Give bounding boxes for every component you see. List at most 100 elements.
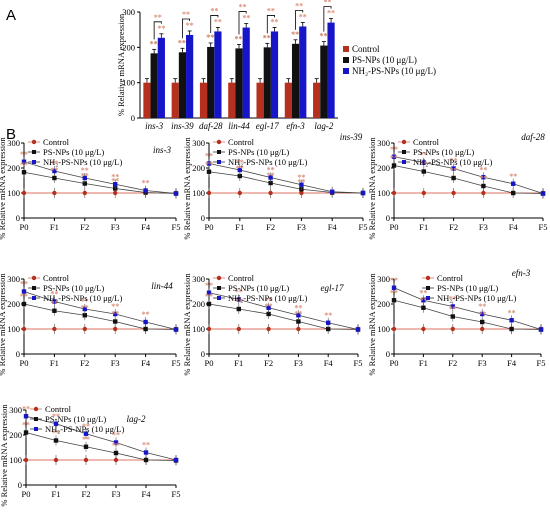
point-nh2	[540, 191, 546, 196]
legend-marker-ps	[426, 286, 430, 290]
point-control	[296, 326, 301, 332]
y-axis-title: % Relative mRNA expression	[0, 273, 7, 376]
line-chart-lag-2: 0 100 200 300 P0 F1 F2 F3 F4 F5 % Relative mRNA ex…	[0, 404, 180, 507]
legend-label-control: Control	[45, 404, 72, 414]
y-tick-label: 200	[377, 299, 390, 309]
x-tick-label: P0	[22, 489, 31, 499]
significance-stars: **	[270, 17, 278, 26]
significance-stars: **	[479, 174, 487, 183]
point-nh2	[480, 311, 485, 317]
y-tick-label: 0	[18, 480, 22, 490]
significance-stars: **	[319, 32, 327, 41]
point-control	[21, 326, 27, 332]
legend-label-control: Control	[43, 273, 70, 283]
point-nh2	[143, 450, 149, 455]
series-line-nh2	[23, 161, 177, 194]
bar-ps-ins-39	[178, 52, 187, 118]
legend-label-control: Control	[228, 273, 255, 283]
significance-stars: **	[323, 0, 331, 7]
significance-stars: **	[297, 173, 305, 182]
significance-stars: **	[299, 12, 307, 21]
x-tick-label: F4	[509, 222, 519, 232]
legend-marker-ps	[32, 286, 36, 290]
point-nh2	[113, 182, 118, 187]
x-tick-label: F3	[297, 222, 306, 232]
legend-label-nh2: NH₂-PS-NPs (10 μg/L)	[228, 157, 307, 167]
significance-stars: **	[236, 158, 244, 167]
significance-stars: **	[81, 303, 89, 312]
significance-stars: **	[478, 310, 486, 319]
legend-marker-control	[33, 406, 39, 412]
significance-stars: **	[20, 160, 28, 169]
legend-label-nh2: NH₂-PS-NPs (10 μg/L)	[43, 157, 122, 167]
point-control	[236, 326, 241, 332]
series-line-ps	[23, 303, 177, 330]
significance-stars: **	[419, 296, 427, 305]
x-tick-label: F3	[111, 358, 120, 368]
significance-stars: **	[297, 177, 305, 186]
point-ps	[481, 183, 486, 189]
point-control	[23, 457, 29, 463]
x-tick-label-a: efn-3	[286, 121, 305, 131]
significance-stars: **	[449, 295, 457, 304]
significance-stars: **	[20, 150, 28, 159]
point-control	[52, 190, 57, 196]
significance-stars: **	[235, 34, 243, 43]
point-nh2	[299, 182, 304, 187]
x-tick-label-a: lag-2	[314, 121, 333, 131]
significance-stars: **	[206, 33, 214, 42]
legend-label-nh2: NH₂-PS-NPs (10 μg/L)	[437, 293, 516, 303]
significance-stars: **	[291, 30, 299, 39]
legend-marker-ps	[34, 417, 38, 421]
legend-marker-nh2	[402, 160, 406, 164]
legend-marker-nh2	[34, 427, 38, 431]
y-tick-label: 100	[7, 324, 20, 334]
y-axis-title: % Relative mRNA expression	[0, 137, 7, 240]
series-line-ps	[25, 432, 177, 461]
significance-stars: **	[390, 145, 398, 154]
significance-stars: **	[186, 21, 194, 30]
point-ps	[52, 175, 57, 181]
significance-stars: **	[112, 431, 120, 440]
legend-marker-control	[425, 275, 431, 281]
bar-nh2-ins-39	[186, 34, 194, 118]
y-tick-label: 100	[192, 188, 205, 198]
y-tick-label: 200	[7, 163, 20, 173]
significance-bracket	[210, 15, 219, 33]
legend-marker-ps	[217, 286, 221, 290]
x-tick-label: F5	[172, 489, 181, 499]
x-tick-label: F3	[478, 358, 487, 368]
significance-stars: **	[294, 310, 302, 319]
y-tick-label: 300	[377, 274, 390, 284]
point-nh2	[326, 320, 331, 325]
legend-label-nh2: NH₂-PS-NPs (10 μg/L)	[43, 293, 122, 303]
point-ps	[421, 305, 426, 310]
series-line-nh2	[208, 163, 364, 194]
series-line-nh2	[393, 156, 544, 194]
significance-stars: **	[112, 441, 120, 450]
legend-label-ps: PS-NPs (10 μg/L)	[228, 283, 289, 293]
legend-label-nh2: NH₂-PS-NPs (10 μg/L)	[228, 293, 307, 303]
significance-stars: **	[508, 308, 516, 317]
point-nh2	[421, 298, 426, 303]
x-tick-label-a: ins-39	[171, 121, 194, 131]
y-tick-label: 300	[7, 274, 20, 284]
point-nh2	[451, 166, 456, 171]
significance-stars: **	[142, 441, 150, 450]
point-ps	[268, 180, 273, 186]
point-nh2	[206, 290, 212, 295]
gene-name-label: ins-39	[340, 132, 363, 142]
y-axis-title-a: % Relative mRNA expression	[116, 13, 126, 116]
point-ps	[83, 444, 89, 449]
point-nh2	[82, 175, 87, 181]
point-ps	[451, 175, 456, 181]
significance-stars: **	[419, 288, 427, 297]
gene-name-label: daf-28	[521, 132, 545, 142]
significance-stars: **	[235, 297, 243, 306]
bar-ps-daf-28	[207, 46, 215, 119]
legend-marker-nh2	[217, 296, 221, 300]
series-line-nh2	[23, 291, 177, 330]
x-tick-label-a: egl-17	[256, 121, 279, 131]
significance-stars: **	[263, 33, 271, 42]
significance-stars: **	[327, 9, 335, 18]
